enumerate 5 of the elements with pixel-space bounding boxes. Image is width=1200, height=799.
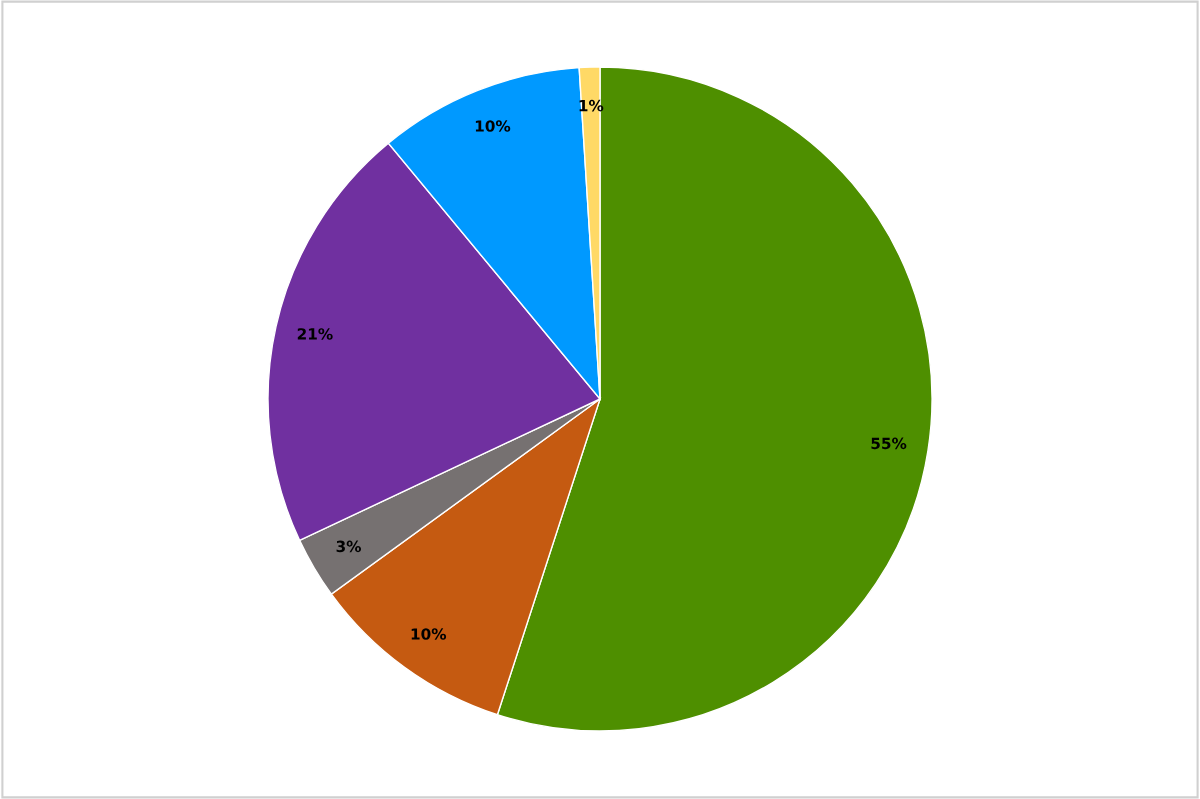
data-label: 55% — [871, 437, 907, 450]
data-label: 21% — [297, 328, 333, 340]
data-label: 10% — [475, 120, 511, 132]
data-label: 3% — [336, 540, 362, 553]
data-label: 10% — [411, 628, 447, 640]
